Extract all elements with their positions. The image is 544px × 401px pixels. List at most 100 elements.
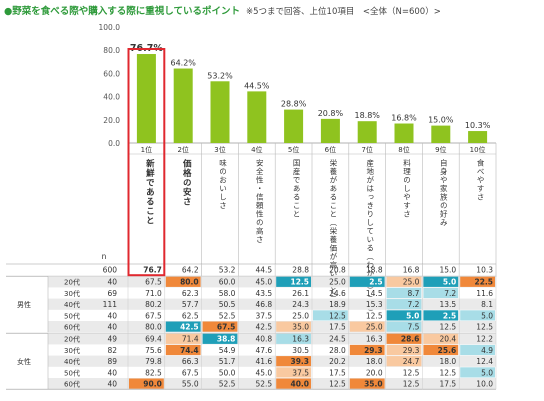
table-cell: 12.5 (366, 311, 383, 320)
highlight-cell (276, 321, 311, 332)
table-cell: 40.8 (255, 335, 272, 344)
row-stripe (48, 378, 496, 390)
bar-value-label: 64.2% (170, 59, 196, 68)
bar (247, 91, 267, 143)
rank-label: 8位 (398, 145, 409, 154)
highlight-cell (276, 333, 311, 344)
total-cell: 20.8 (329, 266, 346, 275)
table-cell: 5.0 (481, 311, 493, 320)
bar-value-label: 10.3% (465, 121, 491, 130)
highlight-cell (460, 310, 495, 321)
highlight-cell (423, 287, 459, 299)
highlight-cell (165, 333, 201, 344)
table-cell: 12.5 (329, 380, 346, 389)
category-label: 安全性・信頼性の高さ (255, 158, 264, 244)
table-cell: 7.2 (444, 289, 456, 298)
table-cell: 24.5 (329, 335, 346, 344)
highlight-cell (349, 378, 385, 389)
table-cell: 17.5 (329, 323, 346, 332)
table-cell: 2.5 (369, 278, 382, 287)
total-cell: 64.2 (182, 266, 199, 275)
bar-value-label: 28.8% (281, 100, 307, 109)
group-label: 女性 (17, 357, 31, 366)
table-cell: 24.7 (403, 357, 420, 366)
table-cell: 47.6 (255, 346, 272, 355)
total-cell: 16.8 (403, 266, 420, 275)
table-cell: 12.5 (476, 323, 493, 332)
highlight-cell (165, 321, 201, 332)
highlight-cell (386, 344, 422, 356)
table-cell: 71.4 (182, 335, 199, 344)
rank-label: 5位 (288, 145, 299, 154)
table-cell: 82.5 (145, 368, 162, 377)
table-cell: 46.8 (255, 300, 272, 309)
row-n: 40 (107, 278, 117, 287)
table-cell: 38.8 (217, 335, 236, 344)
y-tick-label: 100.0 (99, 23, 121, 32)
table-cell: 12.5 (290, 278, 309, 287)
row-stripe (48, 298, 496, 310)
chart-title: ●野菜を食べる際や購入する際に重視しているポイント ※5つまで回答、上位10項目 … (4, 3, 441, 17)
age-label: 30代 (64, 346, 80, 355)
table-cell: 35.0 (292, 323, 309, 332)
highlight-cell (386, 356, 422, 367)
table-cell: 12.4 (476, 357, 493, 366)
highlight-cell (313, 310, 348, 321)
age-label: 40代 (64, 300, 80, 309)
table-cell: 8.1 (481, 300, 493, 309)
rank-label: 4位 (251, 145, 262, 154)
table-cell: 67.5 (145, 311, 162, 320)
age-label: 50代 (64, 368, 80, 377)
table-cell: 8.7 (407, 289, 419, 298)
highlight-cell (386, 321, 422, 332)
rank-label: 2位 (177, 145, 188, 154)
table-cell: 43.5 (255, 289, 272, 298)
table-cell: 25.0 (329, 278, 346, 287)
table-cell: 7.2 (407, 300, 419, 309)
table-cell: 25.0 (366, 323, 383, 332)
highlight-cell (165, 276, 201, 287)
table-cell: 5.0 (481, 368, 493, 377)
age-label: 50代 (64, 311, 80, 320)
highlight-cell (129, 378, 164, 389)
table-cell: 5.0 (406, 311, 419, 320)
table-cell: 2.5 (443, 311, 456, 320)
y-tick-label: 20.0 (103, 116, 120, 125)
total-cell: 28.8 (292, 266, 309, 275)
total-cell: 53.2 (219, 266, 236, 275)
table-cell: 20.2 (329, 357, 346, 366)
table-cell: 74.4 (180, 346, 199, 355)
highlight-cell (202, 333, 238, 344)
bar-value-label: 18.8% (354, 111, 380, 120)
table-cell: 5.0 (443, 278, 456, 287)
rank-label: 10位 (470, 145, 486, 154)
table-cell: 45.0 (255, 368, 272, 377)
bar (210, 81, 230, 143)
highlight-cell (349, 344, 385, 356)
highlight-cell (460, 276, 495, 287)
table-cell: 11.6 (476, 289, 493, 298)
age-label: 60代 (64, 323, 80, 332)
highlight-cell (165, 344, 201, 356)
row-n: 82 (107, 346, 117, 355)
table-cell: 20.0 (366, 368, 383, 377)
highlight-cell (386, 276, 422, 287)
rank-label: 9位 (435, 145, 446, 154)
table-cell: 25.0 (403, 278, 420, 287)
highlight-cell (423, 310, 459, 321)
table-cell: 62.3 (182, 289, 199, 298)
category-label: 国産であること (292, 159, 301, 219)
group-label: 男性 (17, 300, 31, 309)
table-cell: 37.5 (292, 368, 309, 377)
table-cell: 28.6 (401, 335, 420, 344)
rank-label: 6位 (325, 145, 336, 154)
highlight-cell (423, 333, 459, 344)
highlight-cell (386, 333, 422, 344)
row-stripe (48, 321, 496, 333)
table-cell: 12.2 (476, 335, 493, 344)
bar (284, 109, 304, 143)
table-cell: 67.5 (217, 323, 236, 332)
table-cell: 90.0 (143, 380, 162, 389)
highlight-cell (276, 367, 311, 378)
bar-value-label: 16.8% (391, 114, 417, 123)
